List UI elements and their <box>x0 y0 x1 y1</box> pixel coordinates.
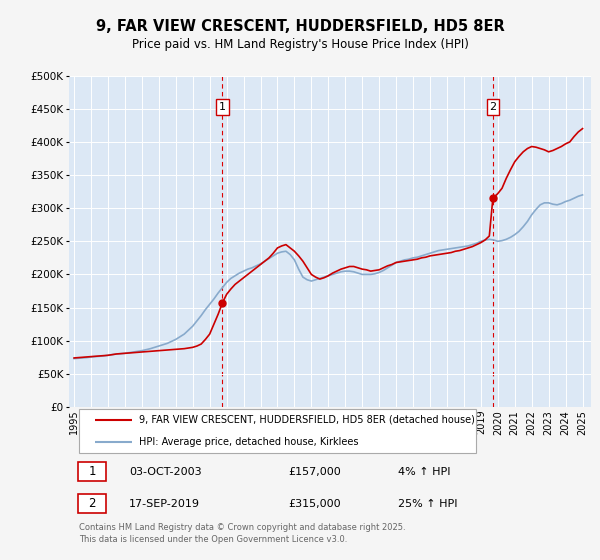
Text: 4% ↑ HPI: 4% ↑ HPI <box>398 467 451 477</box>
Text: 17-SEP-2019: 17-SEP-2019 <box>129 498 200 508</box>
Text: HPI: Average price, detached house, Kirklees: HPI: Average price, detached house, Kirk… <box>139 437 359 447</box>
Text: 1: 1 <box>219 102 226 112</box>
Text: 1: 1 <box>88 465 96 478</box>
Text: Price paid vs. HM Land Registry's House Price Index (HPI): Price paid vs. HM Land Registry's House … <box>131 38 469 52</box>
FancyBboxPatch shape <box>79 409 476 453</box>
FancyBboxPatch shape <box>79 494 106 513</box>
Text: 2: 2 <box>490 102 496 112</box>
FancyBboxPatch shape <box>79 463 106 481</box>
Text: 9, FAR VIEW CRESCENT, HUDDERSFIELD, HD5 8ER (detached house): 9, FAR VIEW CRESCENT, HUDDERSFIELD, HD5 … <box>139 414 475 424</box>
Text: £157,000: £157,000 <box>288 467 341 477</box>
Text: 03-OCT-2003: 03-OCT-2003 <box>129 467 202 477</box>
Text: £315,000: £315,000 <box>288 498 341 508</box>
Text: Contains HM Land Registry data © Crown copyright and database right 2025.
This d: Contains HM Land Registry data © Crown c… <box>79 523 406 544</box>
Text: 25% ↑ HPI: 25% ↑ HPI <box>398 498 457 508</box>
Text: 2: 2 <box>88 497 96 510</box>
Text: 9, FAR VIEW CRESCENT, HUDDERSFIELD, HD5 8ER: 9, FAR VIEW CRESCENT, HUDDERSFIELD, HD5 … <box>95 20 505 34</box>
